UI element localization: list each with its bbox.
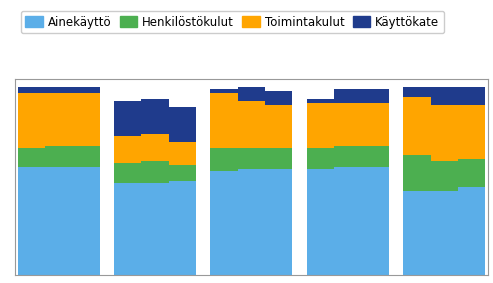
Bar	[169, 107, 196, 142]
Bar	[361, 89, 389, 103]
Bar	[169, 181, 196, 275]
Bar	[307, 148, 334, 169]
Bar	[45, 146, 72, 167]
Bar	[72, 167, 100, 275]
Bar	[45, 93, 72, 146]
Bar	[72, 93, 100, 146]
Bar	[141, 134, 169, 161]
Bar	[238, 169, 265, 275]
Bar	[361, 146, 389, 167]
Bar	[211, 171, 238, 275]
Bar	[45, 167, 72, 275]
Bar	[238, 87, 265, 101]
Bar	[114, 183, 141, 275]
Bar	[18, 87, 45, 93]
Bar	[141, 161, 169, 183]
Bar	[265, 169, 292, 275]
Bar	[265, 91, 292, 105]
Bar	[114, 163, 141, 183]
Bar	[114, 101, 141, 136]
Bar	[431, 190, 458, 275]
Bar	[114, 136, 141, 163]
Bar	[238, 101, 265, 148]
Bar	[361, 103, 389, 146]
Bar	[403, 97, 431, 155]
Bar	[458, 159, 485, 187]
Bar	[458, 87, 485, 105]
Bar	[431, 105, 458, 161]
Bar	[211, 89, 238, 93]
Bar	[334, 89, 361, 103]
Bar	[431, 87, 458, 105]
Bar	[307, 169, 334, 275]
Bar	[72, 146, 100, 167]
Bar	[334, 146, 361, 167]
Bar	[403, 87, 431, 97]
Bar	[141, 183, 169, 275]
Bar	[18, 167, 45, 275]
Bar	[403, 155, 431, 190]
Bar	[45, 87, 72, 93]
Bar	[169, 142, 196, 165]
Bar	[334, 167, 361, 275]
Bar	[334, 103, 361, 146]
Bar	[307, 99, 334, 103]
Bar	[169, 165, 196, 181]
Bar	[265, 148, 292, 169]
Bar	[18, 93, 45, 148]
Bar	[72, 87, 100, 93]
Bar	[141, 99, 169, 134]
Bar	[211, 148, 238, 171]
Bar	[458, 105, 485, 159]
Bar	[403, 190, 431, 275]
Legend: Ainekäyttö, Henkilöstökulut, Toimintakulut, Käyttökate: Ainekäyttö, Henkilöstökulut, Toimintakul…	[21, 11, 444, 33]
Bar	[211, 93, 238, 148]
Bar	[307, 103, 334, 148]
Bar	[265, 105, 292, 148]
Bar	[238, 148, 265, 169]
Bar	[458, 187, 485, 275]
Bar	[361, 167, 389, 275]
Bar	[431, 161, 458, 190]
Bar	[18, 148, 45, 167]
